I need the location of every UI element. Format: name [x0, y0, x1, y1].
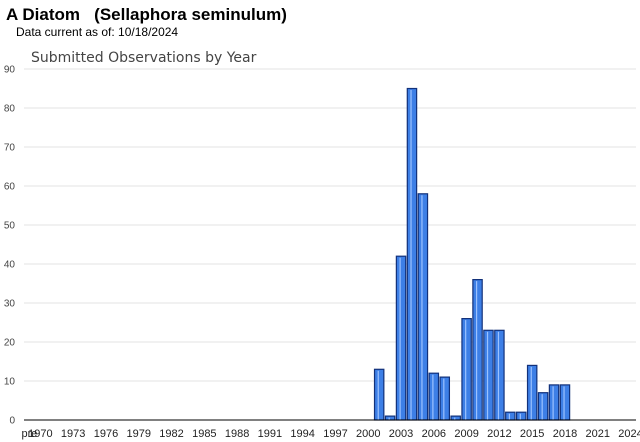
bar-2011 [483, 329, 494, 421]
y-tick-label: 30 [4, 299, 16, 310]
bar-2003 [395, 255, 407, 421]
chart-title: Submitted Observations by Year [31, 50, 257, 66]
y-tick-label: 40 [4, 260, 16, 271]
bar-2002 [384, 415, 396, 421]
y-tick-label: 20 [4, 338, 16, 349]
x-tick-label: 2015 [520, 428, 544, 440]
x-tick-label: 1985 [192, 428, 216, 440]
y-axis-ticks: 0 10 20 30 40 50 60 70 80 90 [4, 65, 16, 427]
x-tick-label: 1997 [323, 428, 347, 440]
page-title: A Diatom (Sellaphora seminulum) [6, 5, 287, 24]
bar-2016 [537, 392, 549, 421]
bars [373, 87, 571, 421]
x-tick-label: 2018 [553, 428, 577, 440]
x-tick-label: 1973 [61, 428, 85, 440]
x-tick-label: 1970 [28, 428, 52, 440]
bar-2007 [439, 376, 451, 421]
bar-2014 [515, 411, 527, 421]
y-tick-label: 70 [4, 143, 16, 154]
x-tick-label: 2000 [356, 428, 380, 440]
bar-2013 [505, 411, 516, 421]
bar-2018 [559, 384, 571, 421]
x-tick-label: 1991 [258, 428, 282, 440]
bar-2004 [406, 87, 418, 421]
x-tick-label: 1976 [94, 428, 118, 440]
bar-2015 [526, 364, 538, 421]
y-tick-label: 10 [4, 377, 16, 388]
y-tick-label: 60 [4, 182, 16, 193]
bar-2017 [548, 384, 560, 421]
x-tick-label: 1979 [127, 428, 151, 440]
data-date-label: Data current as of: 10/18/2024 [16, 25, 179, 39]
x-tick-label: pre [22, 428, 38, 440]
x-tick-label: 2006 [422, 428, 446, 440]
y-tick-label: 80 [4, 104, 16, 115]
bar-2009 [461, 318, 472, 421]
y-tick-label: 0 [9, 416, 15, 427]
x-tick-label: 2003 [389, 428, 413, 440]
bar-2001 [373, 368, 385, 421]
bar-2005 [417, 193, 429, 421]
bar-2006 [428, 372, 440, 421]
y-tick-label: 50 [4, 221, 16, 232]
x-tick-label: 1994 [290, 428, 314, 440]
x-tick-label: 1988 [225, 428, 249, 440]
gridlines [24, 68, 636, 382]
bar-2012 [494, 329, 505, 421]
x-tick-label: 2021 [586, 428, 610, 440]
x-tick-label: 2012 [487, 428, 511, 440]
bar-2010 [472, 279, 483, 421]
y-tick-label: 90 [4, 65, 16, 76]
x-tick-label: 2024 [618, 428, 640, 440]
bar-2008 [450, 415, 461, 421]
x-tick-label: 1982 [159, 428, 183, 440]
x-tick-label: 2009 [454, 428, 478, 440]
